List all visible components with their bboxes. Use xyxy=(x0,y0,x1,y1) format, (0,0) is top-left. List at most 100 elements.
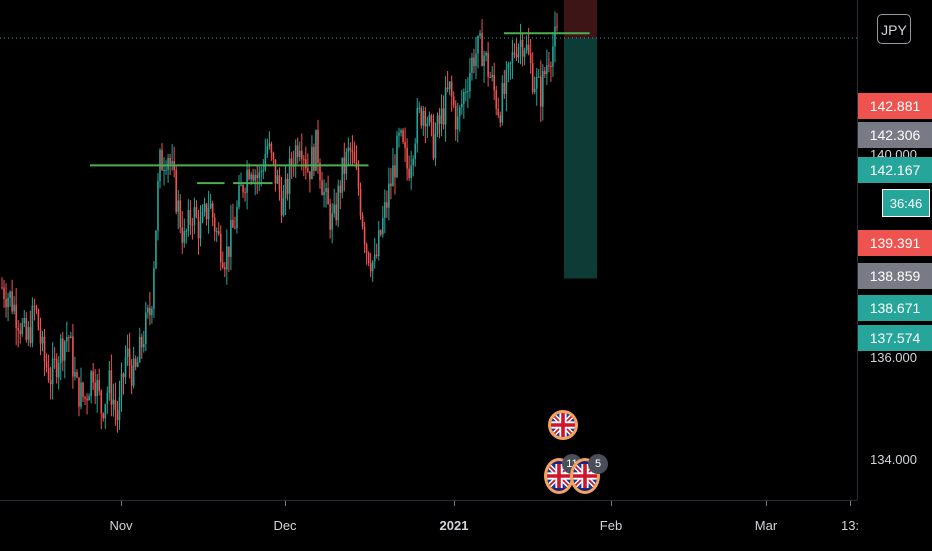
candle-body xyxy=(219,234,222,263)
candle-body xyxy=(412,158,414,166)
candle-body xyxy=(124,356,127,378)
candle-body xyxy=(53,358,56,360)
price-tick-label: 134.000 xyxy=(870,452,917,467)
candle-body xyxy=(197,216,200,239)
candle-body xyxy=(140,336,143,348)
candle-body xyxy=(345,151,348,174)
candle-body xyxy=(35,307,38,311)
candle-body xyxy=(501,82,504,123)
candle-body xyxy=(41,336,44,344)
candle-body xyxy=(529,53,532,63)
candle-body xyxy=(203,203,206,213)
candle-body xyxy=(416,107,419,144)
candle-body xyxy=(191,224,194,226)
candle-body xyxy=(382,217,384,235)
candle-body xyxy=(169,157,171,164)
candle-body xyxy=(284,178,287,199)
candle-body xyxy=(165,169,167,171)
candle-body xyxy=(331,213,333,230)
candle-body xyxy=(546,65,548,75)
candle-body xyxy=(341,157,344,193)
candle-body xyxy=(325,188,327,192)
candle-body xyxy=(426,123,429,127)
candle-body xyxy=(483,55,485,66)
time-tick-mark xyxy=(611,501,612,506)
candle-body xyxy=(379,230,382,235)
candle-body xyxy=(428,115,431,124)
candle-body xyxy=(163,170,165,172)
candle-body xyxy=(523,50,526,57)
candle-body xyxy=(337,185,340,221)
uk-flag-icon[interactable] xyxy=(548,410,578,440)
candle-body xyxy=(554,26,556,47)
price-marker-tag: 138.671 xyxy=(858,295,932,321)
candle-body xyxy=(469,72,471,91)
candle-body xyxy=(404,141,406,148)
candle-body xyxy=(217,231,220,235)
candle-body xyxy=(357,168,360,189)
candle-body xyxy=(78,377,80,407)
candle-body xyxy=(552,46,554,67)
candle-body xyxy=(531,62,534,93)
candle-body xyxy=(288,158,291,194)
candle-body xyxy=(264,153,267,170)
candle-body xyxy=(45,361,48,368)
candle-body xyxy=(471,57,473,73)
candle-body xyxy=(444,87,447,125)
candle-body xyxy=(25,318,28,340)
candle-body xyxy=(19,330,22,334)
candle-body xyxy=(509,62,512,64)
candle-body xyxy=(96,380,99,397)
candle-body xyxy=(507,63,510,70)
candle-body xyxy=(126,348,129,357)
candle-body xyxy=(82,382,84,398)
candle-body xyxy=(359,188,362,216)
candle-body xyxy=(542,71,544,107)
candle-body xyxy=(21,322,24,334)
price-marker-tag: 139.391 xyxy=(858,230,932,256)
candle-body xyxy=(418,107,421,109)
candle-body xyxy=(503,82,506,95)
candle-body xyxy=(80,382,82,407)
candle-body xyxy=(114,399,117,410)
candle-body xyxy=(513,52,516,55)
candle-body xyxy=(398,132,400,136)
candle-body xyxy=(446,87,449,90)
candle-body xyxy=(347,147,350,152)
candle-body xyxy=(37,310,40,330)
candle-body xyxy=(499,115,502,123)
candle-body xyxy=(187,210,190,231)
candle-body xyxy=(511,52,514,63)
candle-body xyxy=(305,159,307,169)
candle-body xyxy=(481,33,483,66)
candle-body xyxy=(254,174,256,181)
candle-body xyxy=(1,287,3,289)
event-count-badge: 5 xyxy=(588,454,608,474)
candle-body xyxy=(495,90,498,109)
candle-body xyxy=(15,304,17,328)
price-marker-tag: 142.881 xyxy=(858,93,932,119)
uk-flag-icon[interactable] xyxy=(570,458,600,494)
candle-body xyxy=(260,171,263,173)
candle-body xyxy=(59,338,62,364)
candle-body xyxy=(450,81,453,97)
candle-body xyxy=(270,143,273,153)
candle-body xyxy=(213,217,216,232)
currency-button[interactable]: JPY xyxy=(877,14,911,44)
candle-body xyxy=(149,307,151,316)
time-axis[interactable]: Nov Dec 2021 Feb Mar 13: xyxy=(0,500,859,551)
candle-body xyxy=(11,291,13,312)
candle-body xyxy=(313,146,315,171)
time-tick-label: Nov xyxy=(109,518,133,533)
candle-body xyxy=(400,130,402,133)
candle-body xyxy=(335,204,338,221)
candle-body xyxy=(491,74,493,78)
candle-body xyxy=(230,219,232,257)
candle-body xyxy=(118,397,121,421)
candle-body xyxy=(537,76,540,78)
candle-body xyxy=(371,261,374,272)
candle-body xyxy=(86,398,88,401)
price-marker-tag: 142.167 xyxy=(858,157,932,183)
candle-body xyxy=(266,146,269,154)
